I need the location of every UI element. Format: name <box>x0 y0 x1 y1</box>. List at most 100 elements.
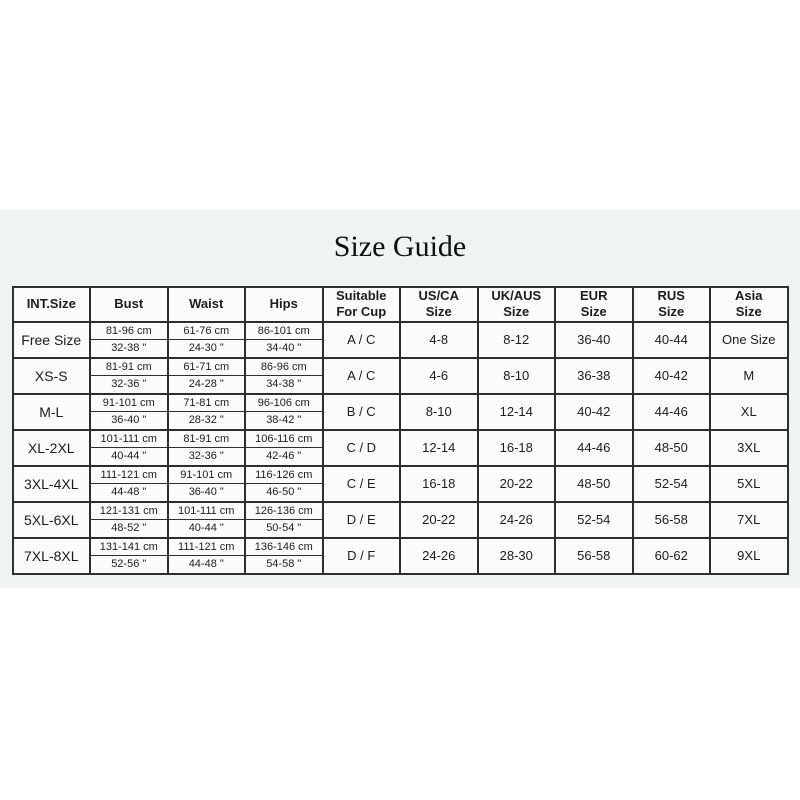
cell-cup: D / E <box>321 500 401 539</box>
col-header-uk-aus: UK/AUS Size <box>476 286 556 323</box>
cell-bust-cm: 81-91 cm <box>89 356 169 376</box>
cell-bust-in: 48-52 " <box>89 519 169 539</box>
cell-uk-aus: 16-18 <box>476 428 556 467</box>
table-body: Free Size 81-96 cm 61-76 cm 86-101 cm A … <box>11 320 789 575</box>
cell-int-size: 3XL-4XL <box>11 464 91 503</box>
cell-uk-aus: 8-10 <box>476 356 556 395</box>
cell-rus: 56-58 <box>631 500 711 539</box>
cell-uk-aus: 12-14 <box>476 392 556 431</box>
col-header-us-ca: US/CA Size <box>399 286 479 323</box>
cell-us-ca: 12-14 <box>399 428 479 467</box>
cell-rus: 40-44 <box>631 320 711 359</box>
cell-bust-in: 44-48 " <box>89 483 169 503</box>
cell-waist-cm: 91-101 cm <box>166 464 246 484</box>
cell-waist-in: 32-36 " <box>166 447 246 467</box>
cell-hips-cm: 86-101 cm <box>244 320 324 340</box>
cell-us-ca: 16-18 <box>399 464 479 503</box>
cell-asia: 5XL <box>709 464 789 503</box>
cell-asia: 7XL <box>709 500 789 539</box>
cell-eur: 56-58 <box>554 536 634 575</box>
cell-waist-cm: 61-71 cm <box>166 356 246 376</box>
cell-bust-in: 36-40 " <box>89 411 169 431</box>
cell-eur: 44-46 <box>554 428 634 467</box>
cell-hips-cm: 136-146 cm <box>244 536 324 556</box>
cell-int-size: 7XL-8XL <box>11 536 91 575</box>
cell-waist-cm: 71-81 cm <box>166 392 246 412</box>
cell-int-size: 5XL-6XL <box>11 500 91 539</box>
cell-asia: XL <box>709 392 789 431</box>
cell-hips-in: 38-42 " <box>244 411 324 431</box>
cell-uk-aus: 20-22 <box>476 464 556 503</box>
col-header-waist: Waist <box>166 286 246 323</box>
cell-hips-cm: 106-116 cm <box>244 428 324 448</box>
table-row: 7XL-8XL 131-141 cm 111-121 cm 136-146 cm… <box>11 536 789 575</box>
cell-rus: 52-54 <box>631 464 711 503</box>
cell-bust-cm: 131-141 cm <box>89 536 169 556</box>
cell-us-ca: 24-26 <box>399 536 479 575</box>
cell-waist-cm: 111-121 cm <box>166 536 246 556</box>
cell-cup: B / C <box>321 392 401 431</box>
cell-asia: 9XL <box>709 536 789 575</box>
size-chart-table: INT.Size Bust Waist Hips Suitable For Cu… <box>11 286 789 575</box>
cell-rus: 48-50 <box>631 428 711 467</box>
cell-rus: 40-42 <box>631 356 711 395</box>
cell-bust-cm: 91-101 cm <box>89 392 169 412</box>
cell-bust-in: 32-36 " <box>89 375 169 395</box>
cell-eur: 40-42 <box>554 392 634 431</box>
cell-int-size: XS-S <box>11 356 91 395</box>
table-subrow: 36-40 " 28-32 " 38-42 " <box>13 411 788 431</box>
table-row: 5XL-6XL 121-131 cm 101-111 cm 126-136 cm… <box>11 500 789 539</box>
cell-bust-in: 40-44 " <box>89 447 169 467</box>
cell-hips-cm: 116-126 cm <box>244 464 324 484</box>
table-row: M-L 91-101 cm 71-81 cm 96-106 cm B / C 8… <box>11 392 789 431</box>
cell-eur: 36-40 <box>554 320 634 359</box>
cell-hips-cm: 86-96 cm <box>244 356 324 376</box>
col-header-rus: RUS Size <box>631 286 711 323</box>
col-header-bust: Bust <box>89 286 169 323</box>
cell-hips-in: 34-40 " <box>244 339 324 359</box>
col-header-hips: Hips <box>244 286 324 323</box>
cell-int-size: Free Size <box>11 320 91 359</box>
cell-asia: 3XL <box>709 428 789 467</box>
table-subrow: 32-38 " 24-30 " 34-40 " <box>13 339 788 359</box>
cell-waist-in: 36-40 " <box>166 483 246 503</box>
cell-bust-in: 52-56 " <box>89 555 169 575</box>
cell-hips-cm: 96-106 cm <box>244 392 324 412</box>
cell-hips-in: 34-38 " <box>244 375 324 395</box>
table-subrow: 32-36 " 24-28 " 34-38 " <box>13 375 788 395</box>
cell-hips-in: 46-50 " <box>244 483 324 503</box>
table-header: INT.Size Bust Waist Hips Suitable For Cu… <box>11 286 789 323</box>
size-guide-panel: Size Guide INT.Size Bust Waist Hips Suit… <box>0 210 800 588</box>
cell-cup: C / D <box>321 428 401 467</box>
cell-waist-in: 40-44 " <box>166 519 246 539</box>
table-subrow: 44-48 " 36-40 " 46-50 " <box>13 483 788 503</box>
cell-cup: A / C <box>321 320 401 359</box>
header-row: INT.Size Bust Waist Hips Suitable For Cu… <box>11 286 789 323</box>
cell-waist-in: 24-28 " <box>166 375 246 395</box>
cell-waist-cm: 101-111 cm <box>166 500 246 520</box>
cell-bust-cm: 111-121 cm <box>89 464 169 484</box>
table-subrow: 48-52 " 40-44 " 50-54 " <box>13 519 788 539</box>
cell-cup: D / F <box>321 536 401 575</box>
cell-rus: 60-62 <box>631 536 711 575</box>
cell-cup: C / E <box>321 464 401 503</box>
cell-uk-aus: 24-26 <box>476 500 556 539</box>
cell-us-ca: 4-6 <box>399 356 479 395</box>
cell-waist-in: 44-48 " <box>166 555 246 575</box>
cell-us-ca: 20-22 <box>399 500 479 539</box>
cell-eur: 52-54 <box>554 500 634 539</box>
cell-us-ca: 4-8 <box>399 320 479 359</box>
cell-bust-cm: 121-131 cm <box>89 500 169 520</box>
cell-hips-in: 54-58 " <box>244 555 324 575</box>
cell-waist-cm: 81-91 cm <box>166 428 246 448</box>
cell-asia: One Size <box>709 320 789 359</box>
cell-asia: M <box>709 356 789 395</box>
cell-waist-in: 24-30 " <box>166 339 246 359</box>
table-row: Free Size 81-96 cm 61-76 cm 86-101 cm A … <box>11 320 789 359</box>
table-row: XL-2XL 101-111 cm 81-91 cm 106-116 cm C … <box>11 428 789 467</box>
cell-cup: A / C <box>321 356 401 395</box>
table-row: 3XL-4XL 111-121 cm 91-101 cm 116-126 cm … <box>11 464 789 503</box>
cell-uk-aus: 28-30 <box>476 536 556 575</box>
col-header-eur: EUR Size <box>554 286 634 323</box>
